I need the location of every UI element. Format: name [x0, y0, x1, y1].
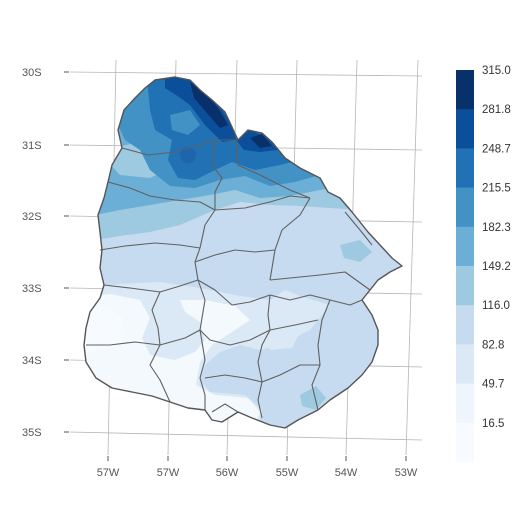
legend-label-5: 149.2: [482, 261, 511, 273]
legend-swatch-8: [456, 383, 474, 424]
legend-swatch-2: [456, 148, 474, 189]
lat-label-34s: 34S: [22, 355, 42, 367]
legend-label-6: 116.0: [482, 300, 510, 312]
latitude-line-30s: [69, 71, 423, 77]
boundary-paysandu-south: [99, 242, 201, 251]
boundary-canelones-east: [257, 381, 263, 419]
longitude-axis: 57W 57W 56W 55W 54W 53W: [97, 456, 418, 479]
boundary-montevideo: [211, 403, 239, 413]
department-boundaries: [83, 76, 403, 429]
contour-band-116-0-southeast-spot: [300, 386, 326, 410]
legend-label-3: 215.5: [482, 183, 511, 195]
country-outline: [83, 76, 403, 429]
boundary-tacuarembo-south: [214, 195, 311, 211]
legend-swatch-3: [456, 187, 474, 228]
boundary-treinta-y-tres-south: [269, 294, 363, 306]
lat-label-31s: 31S: [22, 140, 42, 152]
lon-label-6: 53W: [395, 467, 418, 479]
legend-swatch-1: [456, 109, 474, 149]
contour-band-116-0-east-spot: [340, 240, 372, 262]
boundary-soriano-south: [86, 329, 201, 346]
lat-label-32s: 32S: [22, 211, 42, 223]
legend-colorbar: 315.0 281.8 248.7 215.5 182.3 149.2 116.0 82.8 4…: [456, 65, 511, 463]
contour-band-16-5-west: [84, 306, 124, 352]
boundary-artigas-south: [121, 139, 236, 156]
lon-label-1: 57W: [97, 467, 120, 479]
boundary-florida-south: [199, 319, 319, 346]
boundary-rivera-east: [235, 139, 311, 199]
lon-label-4: 55W: [276, 467, 299, 479]
boundary-colonia-east: [149, 344, 171, 403]
legend-label-1: 281.8: [482, 104, 511, 116]
legend-label-4: 182.3: [482, 222, 511, 234]
lon-label-2: 57W: [157, 467, 180, 479]
boundary-paysandu-east: [194, 209, 216, 281]
legend-swatch-9: [456, 422, 474, 463]
lat-label-35s: 35S: [22, 427, 42, 439]
contour-band-49-7-east: [262, 322, 300, 350]
legend-label-0: 315.0: [482, 65, 511, 77]
contour-band-281-8-northeast: [250, 134, 272, 148]
contour-fill: [84, 77, 402, 428]
boundary-flores-east: [197, 279, 206, 331]
boundary-durazno-south: [197, 279, 271, 306]
boundary-lake-merin-coast: [344, 211, 373, 246]
legend-swatch-7: [456, 344, 474, 385]
lon-label-3: 56W: [216, 467, 239, 479]
legend-label-9: 16.5: [482, 418, 504, 430]
legend-swatch-6: [456, 305, 474, 345]
legend-label-2: 248.7: [482, 143, 511, 155]
legend-label-8: 49.7: [482, 379, 504, 391]
contour-band-248-7-spot: [180, 147, 196, 163]
boundary-lavalleja-west: [257, 294, 271, 383]
boundary-rivera-west: [211, 139, 223, 210]
contour-band-182-3-pocket: [170, 110, 200, 135]
legend-swatch-5: [456, 266, 474, 306]
boundary-treinta-y-tres-north: [269, 271, 371, 291]
latitude-line-35s: [69, 431, 423, 441]
boundary-canelones-north: [204, 374, 263, 383]
legend-label-7: 82.8: [482, 339, 504, 351]
legend-swatch-4: [456, 226, 474, 267]
boundary-rocha-west: [311, 299, 331, 411]
longitude-line-6: [405, 59, 419, 456]
boundary-flores-west: [151, 291, 161, 346]
boundary-maldonado-north: [261, 364, 320, 383]
contour-band-281-8-north: [190, 82, 228, 128]
boundary-cerro-largo-west: [269, 197, 311, 281]
legend-swatch-0: [456, 70, 474, 110]
lat-label-30s: 30S: [22, 67, 42, 79]
boundary-san-jose-east: [199, 329, 206, 410]
boundary-durazno-north: [194, 249, 276, 263]
latitude-axis: 30S 31S 32S 33S 34S 35S: [22, 67, 69, 439]
boundary-salto-south: [107, 181, 216, 211]
lon-label-5: 54W: [335, 467, 358, 479]
lat-label-33s: 33S: [22, 283, 42, 295]
